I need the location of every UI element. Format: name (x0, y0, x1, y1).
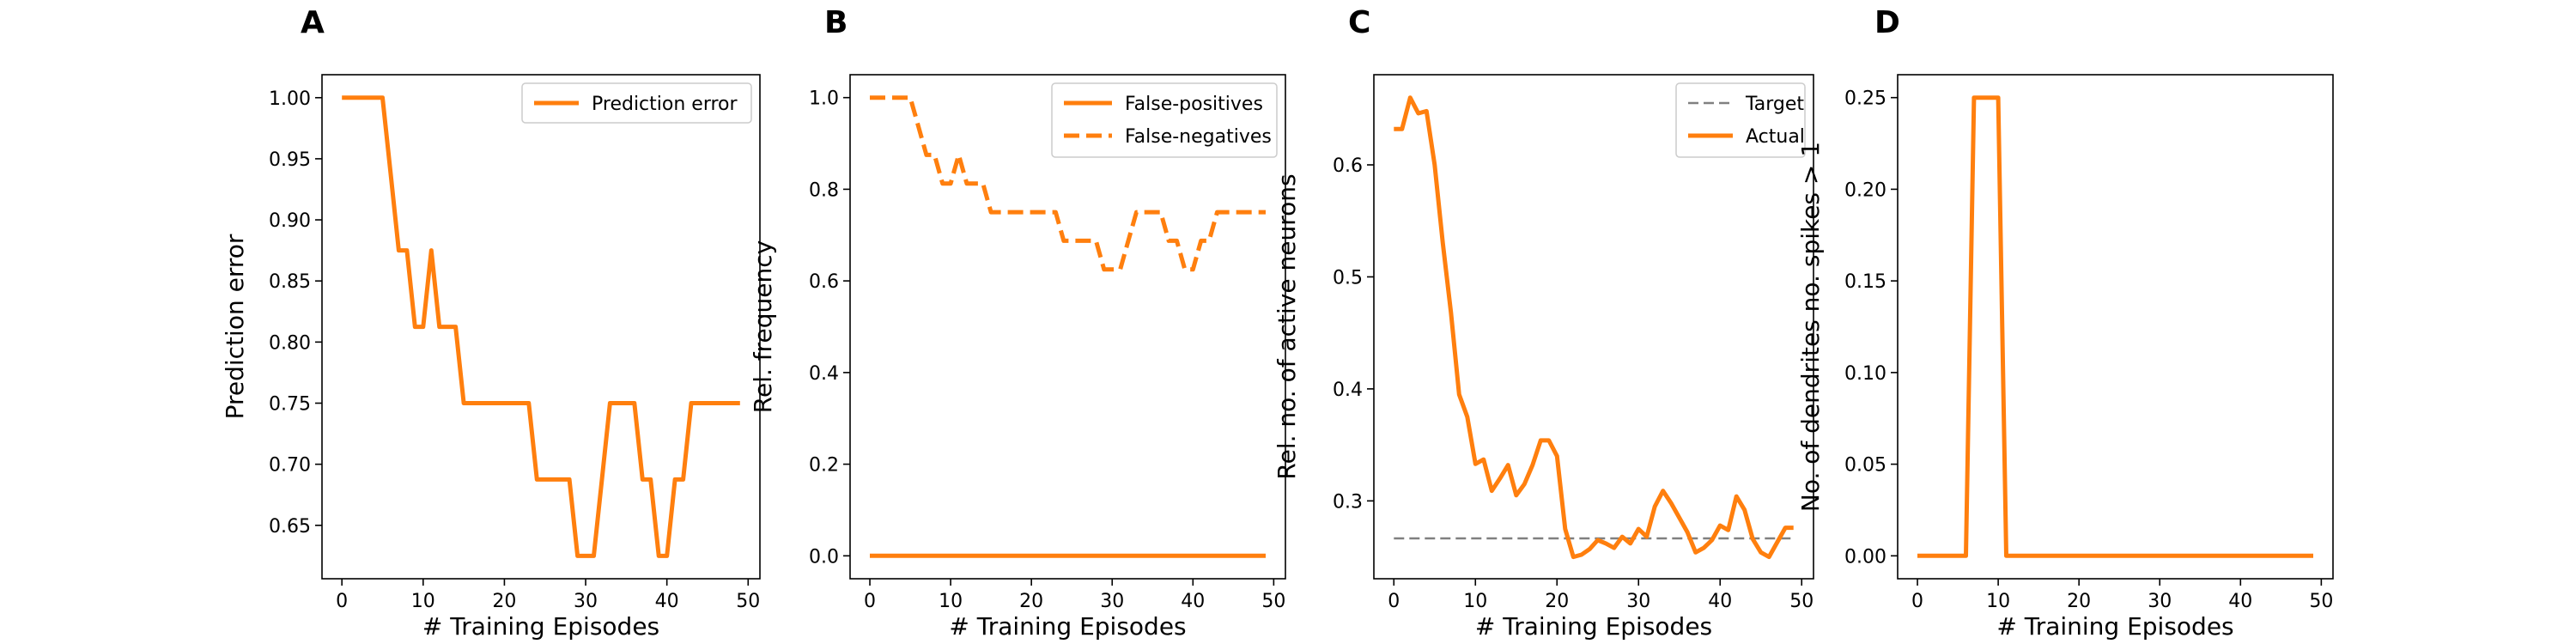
x-tick-label: 40 (1181, 591, 1205, 612)
x-tick-label: 20 (492, 591, 516, 612)
y-tick-label: 0.4 (809, 363, 839, 385)
x-axis-label: # Training Episodes (1475, 612, 1712, 641)
x-tick-label: 50 (736, 591, 760, 612)
y-axis-label: Rel. frequency (749, 240, 777, 413)
plot-frame (1373, 74, 1814, 580)
x-tick-label: 0 (1388, 591, 1400, 612)
y-tick-label: 0.6 (809, 271, 839, 293)
plot-frame (1897, 74, 2334, 580)
y-tick-label: 0.80 (269, 332, 311, 354)
y-tick-label: 0.8 (809, 179, 839, 201)
x-tick-label: 20 (1545, 591, 1569, 612)
y-axis-label: No. of dendrites no. spikes > 1 (1796, 142, 1825, 512)
y-axis-label: Rel. no. of active neurons (1273, 173, 1301, 479)
y-tick-label: 0.25 (1844, 88, 1886, 110)
legend: Target Actual (1675, 82, 1806, 158)
y-tick-label: 0.6 (1333, 155, 1363, 177)
y-tick-label: 0.90 (269, 210, 311, 232)
panel-label: A (301, 5, 325, 40)
y-tick-label: 0.95 (269, 149, 311, 171)
x-tick-label: 50 (1261, 591, 1285, 612)
y-tick-label: 0.20 (1844, 179, 1886, 201)
x-tick-label: 0 (864, 591, 876, 612)
y-tick-label: 1.00 (269, 88, 311, 110)
plot-frame (849, 74, 1286, 580)
x-tick-label: 30 (1100, 591, 1124, 612)
x-tick-label: 50 (1789, 591, 1814, 612)
x-tick-label: 0 (336, 591, 348, 612)
panel-d: D 0 10 20 30 40 50 0.00 0.05 0.10 0.15 0.20 0.25 # Tr… (1796, 5, 2334, 641)
y-tick-label: 0.5 (1333, 267, 1363, 289)
y-tick-label: 0.65 (269, 516, 311, 538)
panel-label: B (824, 5, 848, 40)
legend: Prediction error (521, 82, 752, 124)
x-tick-label: 0 (1911, 591, 1923, 612)
panel-a: A 0 10 20 30 40 50 0.65 0.70 0.75 0.80 0.85 0.90 0.95… (221, 5, 761, 641)
y-tick-label: 0.15 (1844, 271, 1886, 293)
x-axis-label: # Training Episodes (949, 612, 1186, 641)
panel-label: C (1348, 5, 1370, 40)
y-tick-label: 0.00 (1844, 546, 1886, 568)
x-axis-label: # Training Episodes (422, 612, 659, 641)
y-tick-label: 0.05 (1844, 455, 1886, 477)
x-tick-label: 30 (574, 591, 598, 612)
legend-box (1675, 82, 1806, 158)
panel-c: C 0 10 20 30 40 50 0.3 0.4 0.5 0.6 # Training Episo… (1273, 5, 1814, 641)
x-tick-label: 40 (1708, 591, 1732, 612)
series-line-0 (1917, 95, 2313, 558)
y-axis-label: Prediction error (221, 234, 249, 419)
x-tick-label: 20 (2067, 591, 2091, 612)
y-tick-label: 0.70 (269, 455, 311, 477)
y-tick-label: 0.75 (269, 394, 311, 416)
series-line-0 (342, 95, 740, 558)
legend: False-positives False-negatives (1051, 82, 1278, 158)
x-tick-label: 30 (1626, 591, 1650, 612)
panel-b: B 0 10 20 30 40 50 0.0 0.2 0.4 0.6 0.8 1.0 # Training… (749, 5, 1286, 641)
x-tick-label: 10 (411, 591, 435, 612)
panel-label: D (1874, 5, 1900, 40)
y-tick-label: 0.0 (809, 546, 839, 568)
plot-frame (321, 74, 761, 580)
x-tick-label: 40 (655, 591, 679, 612)
y-tick-label: 0.2 (809, 455, 839, 477)
y-tick-label: 0.10 (1844, 363, 1886, 385)
y-tick-label: 1.0 (809, 88, 839, 110)
x-tick-label: 10 (939, 591, 963, 612)
legend-label: False-negatives (1125, 126, 1272, 148)
x-tick-label: 10 (1463, 591, 1487, 612)
legend-label: Prediction error (592, 94, 738, 115)
legend-box (521, 82, 752, 124)
x-tick-label: 10 (1986, 591, 2010, 612)
series-line-1 (1394, 95, 1794, 560)
x-axis-label: # Training Episodes (1996, 612, 2233, 641)
legend-label: False-positives (1125, 94, 1263, 115)
x-tick-label: 30 (2148, 591, 2172, 612)
series-line-1 (870, 95, 1266, 272)
x-tick-label: 40 (2228, 591, 2252, 612)
y-tick-label: 0.4 (1333, 380, 1363, 401)
legend-label: Target (1745, 94, 1804, 115)
legend-label: Actual (1746, 126, 1805, 148)
x-tick-label: 20 (1019, 591, 1043, 612)
y-tick-label: 0.85 (269, 271, 311, 293)
y-tick-label: 0.3 (1333, 491, 1363, 513)
x-tick-label: 50 (2309, 591, 2333, 612)
